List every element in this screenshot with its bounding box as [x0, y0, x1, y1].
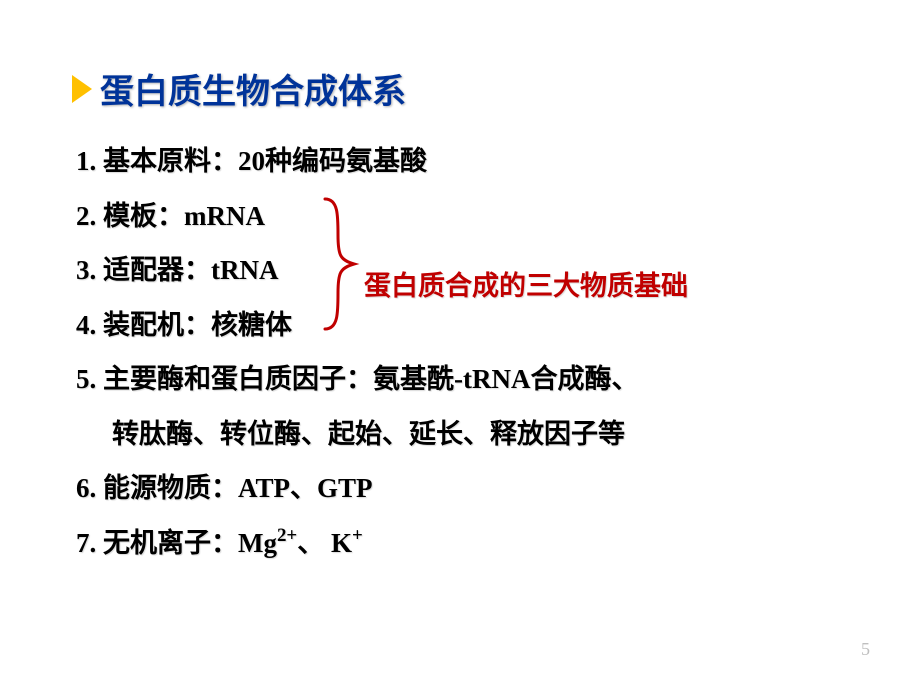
list-item: 4. 装配机：核糖体: [76, 305, 848, 346]
item-text: 适配器：tRNA: [103, 255, 279, 285]
numbered-list: 1. 基本原料：20种编码氨基酸 2. 模板：mRNA 3. 适配器：tRNA …: [76, 141, 848, 563]
list-item: 1. 基本原料：20种编码氨基酸: [76, 141, 848, 182]
list-item-continuation: 转肽酶、转位酶、起始、延长、释放因子等: [112, 414, 848, 455]
item-text: 主要酶和蛋白质因子：氨基酰-tRNA合成酶、: [103, 364, 638, 394]
item-number: 7.: [76, 528, 96, 558]
list-item: 7. 无机离子：Mg2+、 K+: [76, 523, 848, 564]
list-item: 6. 能源物质：ATP、GTP: [76, 468, 848, 509]
item-number: 3.: [76, 255, 96, 285]
bracket-annotation: 蛋白质合成的三大物质基础: [364, 264, 688, 303]
item-text: 装配机：核糖体: [103, 310, 292, 340]
item-number: 4.: [76, 310, 96, 340]
slide-title: 蛋白质生物合成体系: [100, 64, 406, 113]
item-text: 基本原料：20种编码氨基酸: [103, 146, 427, 176]
bracket-icon: [320, 195, 360, 333]
page-number: 5: [861, 639, 870, 660]
item-text: 模板：mRNA: [103, 201, 265, 231]
curly-bracket: [320, 195, 360, 333]
list-item: 5. 主要酶和蛋白质因子：氨基酰-tRNA合成酶、: [76, 359, 848, 400]
item-text-html: 无机离子：Mg2+、 K+: [103, 528, 363, 558]
list-item: 2. 模板：mRNA: [76, 196, 848, 237]
item-text: 能源物质：ATP、GTP: [103, 473, 373, 503]
item-number: 2.: [76, 201, 96, 231]
slide-container: 蛋白质生物合成体系 1. 基本原料：20种编码氨基酸 2. 模板：mRNA 3.…: [0, 0, 920, 690]
item-number: 5.: [76, 364, 96, 394]
item-text: 转肽酶、转位酶、起始、延长、释放因子等: [112, 419, 625, 449]
item-number: 1.: [76, 146, 96, 176]
title-row: 蛋白质生物合成体系: [72, 64, 848, 113]
item-number: 6.: [76, 473, 96, 503]
chevron-icon: [72, 75, 92, 103]
